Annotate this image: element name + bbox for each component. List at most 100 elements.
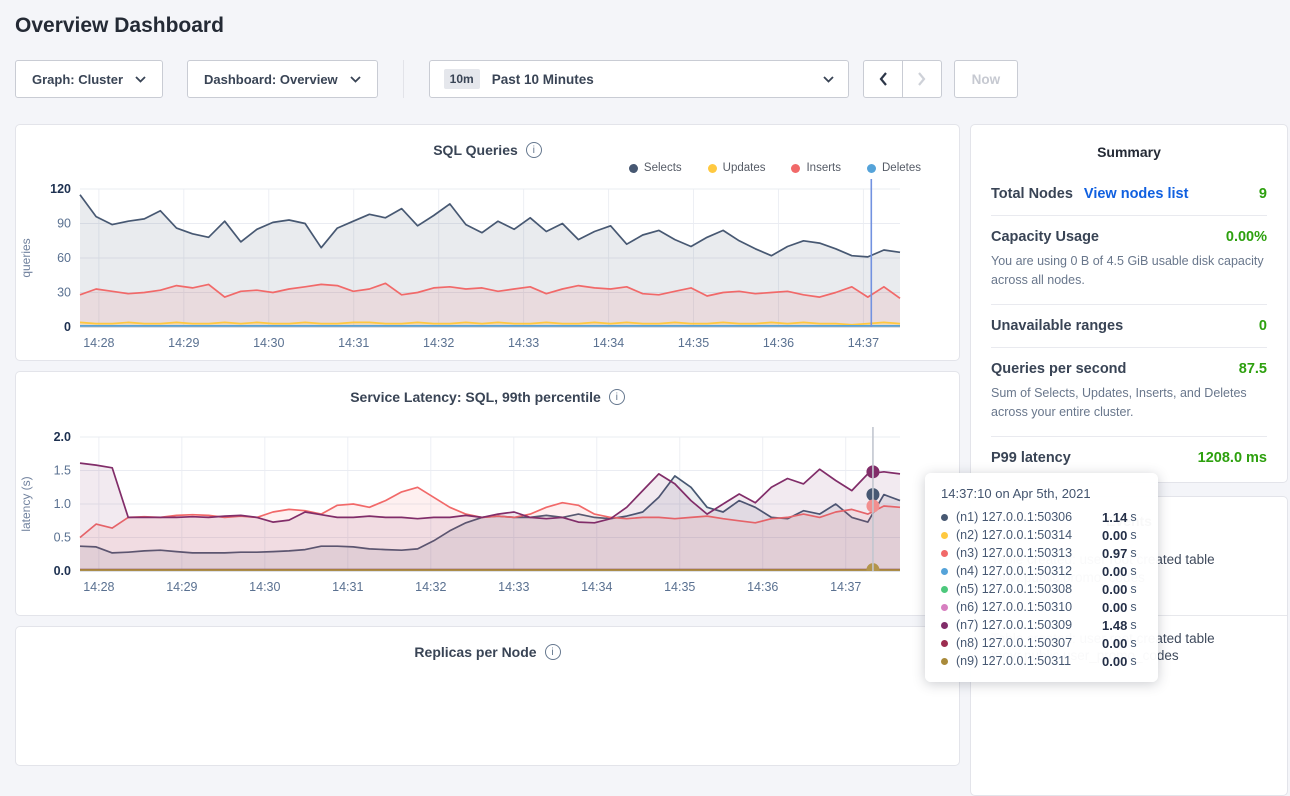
svg-text:0.0: 0.0 [54,564,71,578]
info-icon[interactable]: i [609,389,625,405]
svg-text:14:31: 14:31 [332,580,363,594]
service-latency-panel: Service Latency: SQL, 99th percentile i … [15,371,960,616]
svg-text:14:36: 14:36 [763,336,794,350]
svg-text:queries: queries [19,238,33,277]
tooltip-row: (n7) 127.0.0.1:503091.48s [941,616,1142,634]
svg-text:120: 120 [50,182,71,196]
graph-dropdown[interactable]: Graph: Cluster [15,60,163,98]
svg-text:14:36: 14:36 [747,580,778,594]
latency-unit: s [1130,654,1136,668]
chevron-down-icon [135,76,146,83]
tooltip-row: (n2) 127.0.0.1:503140.00s [941,526,1142,544]
latency-unit: s [1130,528,1136,542]
unavailable-ranges-value: 0 [1259,318,1267,334]
node-color-dot [941,568,948,575]
svg-text:14:28: 14:28 [83,580,114,594]
chart-legend: Selects Updates Inserts Deletes [16,160,959,176]
time-forward-button[interactable] [902,60,942,98]
tooltip-row: (n6) 127.0.0.1:503100.00s [941,598,1142,616]
total-nodes-label: Total Nodes [991,186,1073,202]
chevron-left-icon [878,71,888,87]
node-address: (n2) 127.0.0.1:50314 [956,528,1102,542]
chart-header: Replicas per Node i [16,627,959,662]
svg-text:14:35: 14:35 [678,336,709,350]
latency-unit: s [1130,636,1136,650]
legend-item-selects: Selects [629,162,682,174]
info-icon[interactable]: i [545,644,561,660]
node-address: (n1) 127.0.0.1:50306 [956,510,1102,524]
node-latency-value: 0.00 [1102,564,1127,579]
qps-description: Sum of Selects, Updates, Inserts, and De… [991,384,1267,423]
tooltip-row: (n4) 127.0.0.1:503120.00s [941,562,1142,580]
node-color-dot [941,586,948,593]
p99-latency-value: 1208.0 ms [1198,450,1267,466]
controls-bar: Graph: Cluster Dashboard: Overview 10m P… [15,60,1290,98]
node-address: (n5) 127.0.0.1:50308 [956,582,1102,596]
unavailable-ranges-label: Unavailable ranges [991,318,1123,334]
chart-tooltip: 14:37:10 on Apr 5th, 2021 (n1) 127.0.0.1… [925,473,1158,682]
total-nodes-value: 9 [1259,186,1267,202]
summary-title: Summary [991,125,1267,173]
svg-text:14:31: 14:31 [338,336,369,350]
chevron-down-icon [350,76,361,83]
sql-queries-chart[interactable]: 14:2814:2914:3014:3114:3214:3314:3414:35… [16,177,954,355]
view-nodes-link[interactable]: View nodes list [1084,186,1189,202]
chart-title: SQL Queries [433,142,518,158]
legend-item-inserts: Inserts [791,162,841,174]
svg-text:14:30: 14:30 [249,580,280,594]
node-address: (n7) 127.0.0.1:50309 [956,618,1102,632]
svg-text:14:32: 14:32 [423,336,454,350]
node-latency-value: 0.00 [1102,600,1127,615]
node-address: (n9) 127.0.0.1:50311 [956,654,1102,668]
sidebar: Summary Total Nodes View nodes list 9 Ca… [970,124,1288,796]
svg-text:0.5: 0.5 [54,531,71,545]
node-address: (n6) 127.0.0.1:50310 [956,600,1102,614]
tooltip-row: (n3) 127.0.0.1:503130.97s [941,544,1142,562]
svg-text:14:35: 14:35 [664,580,695,594]
node-latency-value: 1.14 [1102,510,1127,525]
node-address: (n8) 127.0.0.1:50307 [956,636,1102,650]
sql-queries-panel: SQL Queries i Selects Updates Inserts Delet… [15,124,960,361]
node-latency-value: 0.00 [1102,528,1127,543]
node-latency-value: 1.48 [1102,618,1127,633]
svg-text:14:29: 14:29 [168,336,199,350]
svg-text:14:34: 14:34 [593,336,624,350]
node-latency-value: 0.00 [1102,582,1127,597]
node-latency-value: 0.00 [1102,636,1127,651]
svg-text:14:37: 14:37 [848,336,879,350]
legend-label: Updates [723,162,766,174]
service-latency-chart[interactable]: 14:2814:2914:3014:3114:3214:3314:3414:35… [16,425,954,599]
dashboard-dropdown[interactable]: Dashboard: Overview [187,60,378,98]
latency-unit: s [1130,600,1136,614]
legend-dot [629,164,638,173]
time-back-button[interactable] [863,60,903,98]
svg-text:latency (s): latency (s) [19,476,33,531]
chart-title: Replicas per Node [414,644,536,660]
info-icon[interactable]: i [526,142,542,158]
latency-unit: s [1130,564,1136,578]
summary-row-qps: Queries per second 87.5 Sum of Selects, … [991,348,1267,437]
legend-item-updates: Updates [708,162,766,174]
svg-text:30: 30 [57,286,71,300]
capacity-value: 0.00% [1226,229,1267,245]
node-color-dot [941,550,948,557]
svg-text:1.5: 1.5 [54,464,71,478]
latency-unit: s [1130,582,1136,596]
svg-text:0: 0 [64,320,71,334]
svg-text:60: 60 [57,251,71,265]
latency-unit: s [1130,618,1136,632]
node-color-dot [941,640,948,647]
svg-text:14:33: 14:33 [498,580,529,594]
legend-item-deletes: Deletes [867,162,921,174]
svg-text:14:30: 14:30 [253,336,284,350]
latency-unit: s [1130,546,1136,560]
p99-latency-label: P99 latency [991,450,1071,466]
tooltip-timestamp: 14:37:10 on Apr 5th, 2021 [941,486,1142,501]
tooltip-row: (n5) 127.0.0.1:503080.00s [941,580,1142,598]
latency-unit: s [1130,510,1136,524]
tooltip-row: (n1) 127.0.0.1:503061.14s [941,508,1142,526]
time-range-dropdown[interactable]: 10m Past 10 Minutes [429,60,849,98]
qps-value: 87.5 [1239,361,1267,377]
svg-text:14:34: 14:34 [581,580,612,594]
now-button[interactable]: Now [954,60,1019,98]
